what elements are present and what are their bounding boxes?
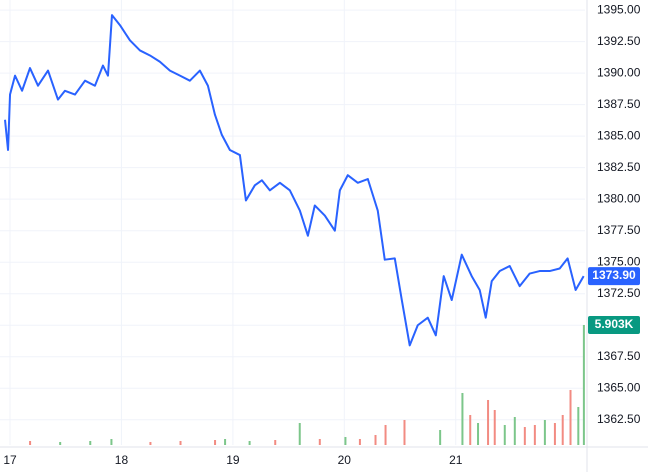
volume-bar [298, 423, 301, 445]
volume-bar [569, 389, 572, 445]
x-tick-label: 21 [449, 453, 463, 467]
volume-bar [89, 440, 92, 445]
volume-bar [110, 439, 113, 445]
y-tick-label: 1377.50 [597, 223, 641, 237]
volume-bar [248, 440, 251, 445]
x-tick-label: 18 [115, 453, 129, 467]
price-line [4, 14, 585, 347]
volume-bar [214, 439, 217, 445]
volume-bar [439, 429, 442, 445]
y-tick-label: 1362.50 [597, 412, 641, 426]
y-tick-label: 1365.00 [597, 380, 641, 394]
volume-bar [461, 392, 464, 445]
y-tick-label: 1380.00 [597, 191, 641, 205]
volume-bar [543, 419, 546, 445]
volume-bar [523, 427, 526, 445]
last-value-label: 5.903K [595, 317, 634, 331]
volume-bar [487, 399, 490, 445]
last-value-tag [588, 267, 640, 286]
y-tick-label: 1375.00 [597, 254, 641, 268]
volume-bar [344, 436, 347, 445]
y-tick-label: 1385.00 [597, 128, 641, 142]
volume-bar [403, 419, 406, 445]
volume-bar [582, 324, 585, 445]
volume-bar [513, 417, 516, 445]
volume-bar [384, 424, 387, 445]
y-tick-label: 1395.00 [597, 2, 641, 16]
y-tick-label: 1367.50 [597, 349, 641, 363]
volume-bar [493, 409, 496, 445]
last-value-label: 1373.90 [592, 268, 636, 282]
volume-bar [29, 440, 32, 445]
last-value-tag [588, 315, 640, 334]
x-tick-label: 17 [3, 453, 17, 467]
y-tick-label: 1382.50 [597, 160, 641, 174]
volume-bar [469, 414, 472, 445]
volume-bar [358, 439, 361, 445]
x-tick-label: 20 [338, 453, 352, 467]
volume-bar [533, 424, 536, 445]
volume-bar [224, 439, 227, 445]
volume-bar [59, 441, 62, 445]
volume-bar [179, 440, 182, 445]
volume-bar [274, 439, 277, 445]
volume-bar [374, 434, 377, 445]
volume-bar [477, 423, 480, 445]
y-tick-label: 1387.50 [597, 97, 641, 111]
x-tick-label: 19 [226, 453, 240, 467]
volume-bar [553, 423, 556, 445]
volume-bar [149, 441, 152, 445]
volume-bar [561, 414, 564, 445]
y-tick-label: 1390.00 [597, 65, 641, 79]
volume-bar [577, 407, 580, 445]
volume-bar [503, 424, 506, 445]
y-tick-label: 1392.50 [597, 34, 641, 48]
volume-bar [318, 439, 321, 445]
y-tick-label: 1372.50 [597, 286, 641, 300]
